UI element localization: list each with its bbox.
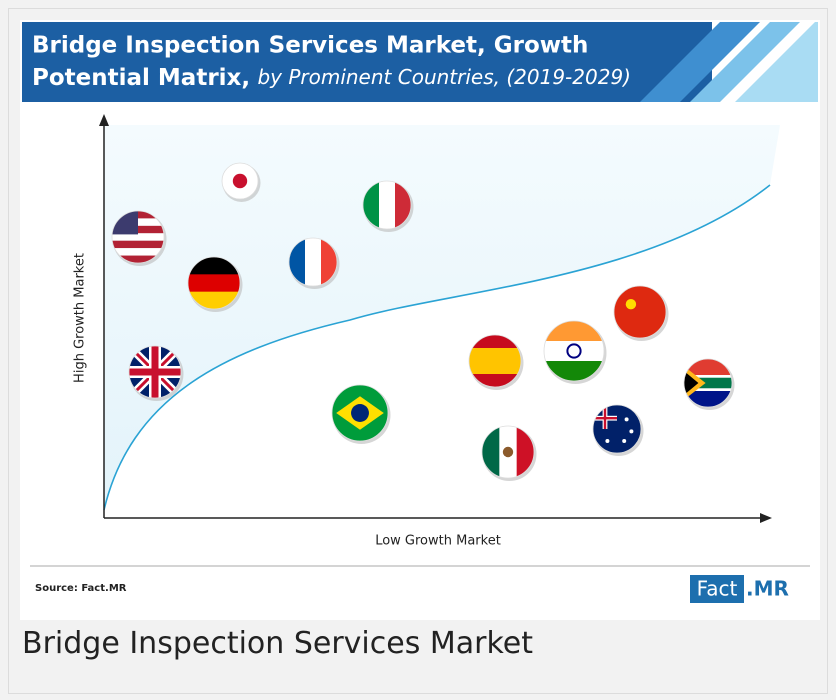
flag-rim	[468, 334, 522, 388]
flag-part	[516, 426, 534, 478]
x-axis-label: Low Growth Market	[375, 534, 501, 549]
flag-part	[625, 299, 637, 310]
flag-part	[544, 361, 604, 381]
flag-part	[482, 426, 500, 478]
flag-rim	[111, 210, 165, 264]
flag-part	[684, 391, 732, 407]
flag-rim	[362, 180, 412, 230]
title: Bridge Inspection Services Market, Growt…	[32, 33, 588, 59]
flag-part	[232, 173, 248, 189]
flag-rim	[683, 358, 733, 408]
flag-rim	[613, 285, 667, 339]
flag-part	[622, 439, 627, 443]
header-banner	[22, 22, 712, 102]
flag-part	[566, 343, 582, 359]
flag-part	[305, 238, 322, 286]
flag-rim	[331, 384, 389, 442]
flag-part	[684, 371, 699, 395]
flag-part	[112, 248, 164, 256]
flag-part	[112, 255, 164, 263]
flag-part	[351, 404, 369, 422]
title-bold: Potential Matrix,	[32, 65, 250, 91]
flag-brazil	[332, 385, 388, 441]
caption: Bridge Inspection Services Market	[22, 626, 533, 661]
flags	[111, 162, 735, 481]
flag-part	[544, 321, 604, 342]
flag-part	[684, 377, 732, 389]
flag-part	[469, 348, 521, 374]
infographic: Bridge Inspection Services Market, Growt…	[20, 20, 820, 620]
source: Source: Fact.MR	[35, 583, 127, 594]
flag-italy	[363, 181, 411, 229]
flag-india	[544, 321, 604, 381]
flag-rim	[481, 425, 535, 479]
flag-rim	[187, 256, 241, 310]
growth-curve	[103, 184, 771, 511]
flag-part	[629, 429, 634, 434]
flag-part	[321, 238, 337, 286]
flag-part	[544, 341, 604, 362]
flag-china	[614, 286, 666, 338]
flag-rim	[221, 162, 259, 200]
flag-part	[151, 346, 159, 398]
title: Potential Matrix, by Prominent Countries…	[32, 65, 631, 91]
stripe	[735, 22, 818, 102]
logo-box	[690, 575, 744, 603]
arrow	[760, 513, 772, 523]
flag-usa	[112, 211, 164, 263]
title-italic: by Prominent Countries, (2019-2029)	[257, 65, 631, 89]
flag-part	[112, 233, 164, 241]
flag-rim	[592, 404, 642, 454]
flag-part	[502, 446, 514, 458]
flag-uk	[129, 346, 181, 398]
flag-part	[363, 181, 380, 229]
growth-area	[104, 125, 780, 510]
flag-rim	[543, 320, 605, 382]
flag-part	[112, 240, 164, 249]
flag-australia	[593, 405, 641, 453]
arrow	[99, 114, 109, 126]
flag-part	[593, 405, 641, 453]
flag-part	[188, 257, 240, 275]
flag-part	[379, 181, 396, 229]
flag-mexico	[482, 426, 534, 478]
flag-rim	[128, 345, 182, 399]
flag-part	[603, 405, 607, 429]
stripe	[640, 22, 760, 102]
flag-part	[684, 359, 732, 376]
stripe	[690, 22, 800, 102]
flag-part	[605, 439, 610, 443]
y-axis-label: High Growth Market	[73, 253, 88, 383]
logo-fact: Fact	[697, 577, 738, 601]
flag-germany	[188, 257, 240, 309]
flag-part	[188, 274, 240, 293]
flag-spain	[469, 335, 521, 387]
flag-part	[289, 238, 306, 286]
flag-part	[624, 417, 629, 422]
flag-part	[188, 291, 240, 309]
flag-japan	[222, 163, 258, 199]
flag-part	[614, 286, 666, 338]
flag-part	[395, 181, 411, 229]
flag-south-africa	[684, 359, 732, 407]
matrix: Bridge Inspection Services Market, Growt…	[22, 22, 818, 603]
flag-rim	[288, 237, 338, 287]
logo-mr: .MR	[746, 577, 789, 601]
flag-france	[289, 238, 337, 286]
